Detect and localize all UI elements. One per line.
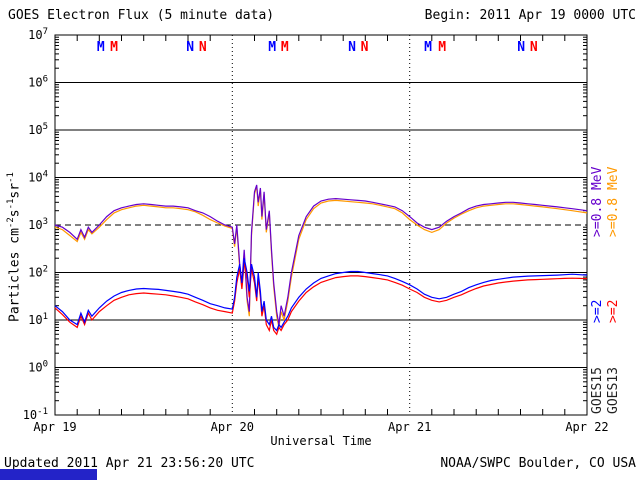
svg-text:N: N [348, 40, 356, 55]
series-goes15-e2 [54, 258, 588, 332]
svg-text:M: M [424, 40, 432, 55]
svg-text:Apr 19: Apr 19 [33, 420, 76, 434]
series-goes15-e08 [54, 184, 588, 325]
svg-text:105: 105 [28, 122, 48, 137]
chart-title: GOES Electron Flux (5 minute data) [8, 8, 275, 23]
updated-timestamp: Updated 2011 Apr 21 23:56:20 UTC [4, 456, 255, 471]
svg-text:104: 104 [28, 170, 48, 185]
legend-goes13-e08-label: >=0.8 MeV [606, 166, 621, 237]
begin-time-label: Begin: 2011 Apr 19 0000 UTC [424, 8, 636, 23]
x-tick-labels: Apr 19 Apr 20 Apr 21 Apr 22 [33, 420, 608, 434]
legend-goes15-e2-label: >=2 [590, 299, 605, 323]
series-goes13-e08 [54, 186, 588, 328]
svg-text:M: M [438, 40, 446, 55]
svg-text:N: N [517, 40, 525, 55]
legend-goes13-sat-label: GOES13 [606, 367, 621, 414]
svg-text:M: M [268, 40, 276, 55]
svg-text:Apr 20: Apr 20 [211, 420, 254, 434]
legend-goes15-sat-label: GOES15 [590, 367, 605, 414]
svg-text:N: N [186, 40, 194, 55]
svg-text:N: N [530, 40, 538, 55]
flux-series [54, 184, 588, 336]
footer-blue-bar [0, 469, 97, 480]
svg-text:N: N [361, 40, 369, 55]
svg-text:103: 103 [28, 217, 48, 232]
x-axis-label: Universal Time [270, 434, 372, 448]
svg-text:N: N [199, 40, 207, 55]
svg-text:107: 107 [28, 27, 48, 42]
svg-text:100: 100 [28, 360, 48, 375]
y-axis-label: Particles cm-2s-1sr-1 [6, 172, 23, 322]
svg-text:Apr 22: Apr 22 [565, 420, 608, 434]
svg-text:M: M [110, 40, 118, 55]
svg-text:M: M [281, 40, 289, 55]
credit-label: NOAA/SWPC Boulder, CO USA [440, 456, 636, 471]
svg-text:101: 101 [28, 312, 48, 327]
svg-text:106: 106 [28, 75, 48, 90]
legend-goes15-e08-label: >=0.8 MeV [590, 166, 605, 237]
svg-text:102: 102 [28, 265, 48, 280]
svg-text:Apr 21: Apr 21 [388, 420, 431, 434]
svg-text:M: M [97, 40, 105, 55]
series-goes13-e2 [54, 262, 588, 336]
legend-goes13-e2-label: >=2 [606, 299, 621, 323]
